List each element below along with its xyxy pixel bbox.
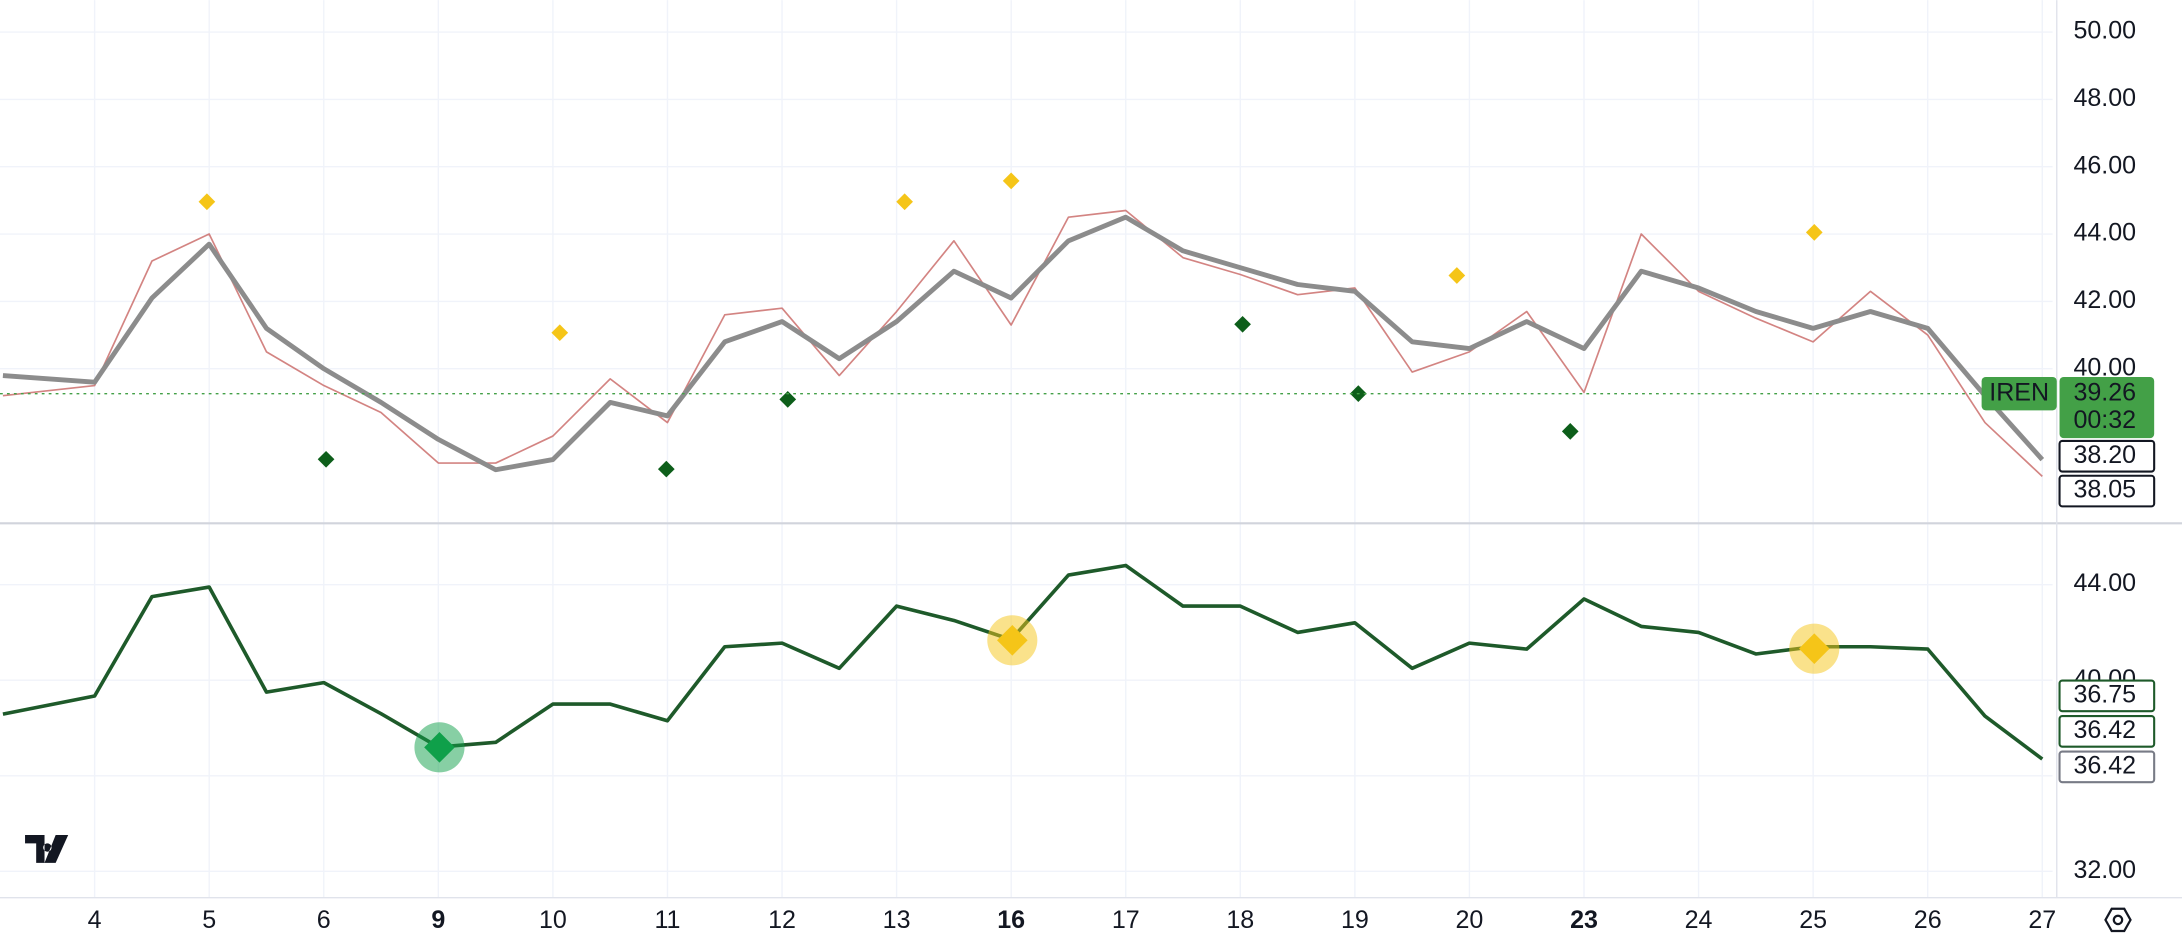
- tradingview-logo: [25, 835, 69, 863]
- price-tag-label: 38.05: [2073, 476, 2136, 504]
- indicator-tag: [2058, 679, 2156, 713]
- x-tick-label: 19: [1341, 906, 1369, 934]
- sell-marker: [198, 193, 216, 211]
- indicator-tag-label: 36.42: [2073, 751, 2136, 779]
- x-tick-label: 20: [1456, 906, 1484, 934]
- x-tick-label: 24: [1685, 906, 1713, 934]
- buy-marker: [657, 460, 675, 478]
- indicator-tag: [2058, 750, 2156, 784]
- sell-marker: [1805, 224, 1823, 241]
- symbol-tag: [1981, 376, 2057, 411]
- buy-marker: [424, 732, 455, 763]
- y-tick-label: 48.00: [2073, 84, 2136, 112]
- x-tick-label: 25: [1799, 906, 1827, 934]
- series-line: [2, 214, 2045, 473]
- price-tag: [2058, 439, 2156, 473]
- sell-marker: [551, 324, 569, 342]
- x-tick-label: 6: [317, 906, 331, 934]
- sell-marker: [997, 625, 1028, 656]
- sell-marker: [1002, 172, 1020, 190]
- price-tag: [2059, 376, 2155, 439]
- symbol-label: IREN: [1989, 378, 2049, 406]
- x-tick-label: 26: [1914, 906, 1942, 934]
- buy-marker: [779, 391, 797, 408]
- x-tick-label: 10: [539, 906, 567, 934]
- x-tick-label: 16: [997, 906, 1025, 934]
- x-tick-label: 13: [883, 906, 911, 934]
- x-tick-label: 5: [202, 906, 216, 934]
- y-tick-label: 42.00: [2073, 286, 2136, 314]
- y-tick-label: 44.00: [2073, 569, 2136, 597]
- settings-button[interactable]: [2104, 907, 2132, 933]
- marks: 40.00 42.00 44.00 46.00 48.00 50.00 IREN 39.260…: [0, 17, 2156, 934]
- x-tick-label: 12: [768, 906, 796, 934]
- x-tick-label: 23: [1570, 906, 1598, 934]
- x-tick-label: 11: [654, 906, 680, 934]
- price-tag: [2058, 474, 2156, 508]
- x-tick-label: 18: [1226, 906, 1254, 934]
- indicator-tag-label: 36.42: [2073, 716, 2136, 744]
- y-tick-label: 32.00: [2073, 856, 2136, 884]
- y-tick-label: 44.00: [2073, 219, 2136, 247]
- last-price-label: 39.26: [2073, 378, 2136, 406]
- sell-marker: [896, 193, 913, 211]
- y-tick-label: 40.00: [2073, 353, 2136, 381]
- y-tick-label: 50.00: [2073, 17, 2136, 45]
- price-tag-label: 38.20: [2073, 441, 2136, 469]
- x-tick-label: 27: [2028, 906, 2056, 934]
- indicator-tag: [2058, 715, 2156, 748]
- countdown-label: 00:32: [2073, 406, 2136, 434]
- series-line: [2, 563, 2044, 761]
- x-tick-label: 9: [431, 906, 445, 934]
- x-tick-label: 17: [1112, 906, 1140, 934]
- indicator-tag-label: 36.75: [2073, 680, 2136, 708]
- buy-marker: [317, 450, 335, 468]
- y-tick-label: 46.00: [2073, 151, 2136, 179]
- x-tick-label: 4: [88, 906, 102, 934]
